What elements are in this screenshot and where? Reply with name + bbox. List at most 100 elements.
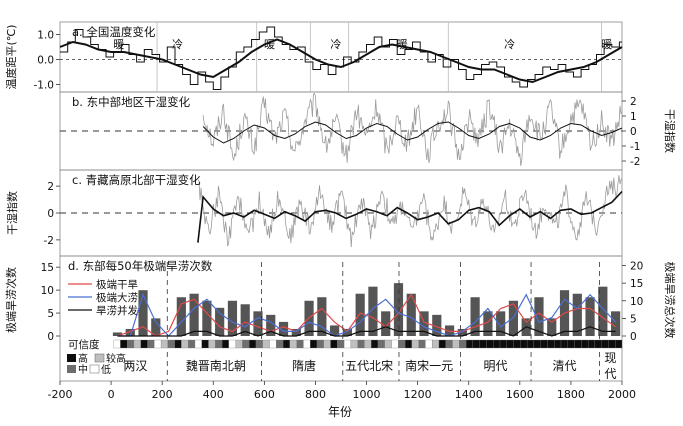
y-tick-label-right: 0 — [630, 331, 637, 343]
total-bar — [278, 321, 289, 336]
total-bar — [138, 290, 148, 336]
axes-layer: -200 0 200 400 600 800 1000 1200 1400 1600 1800 200… — [48, 381, 636, 401]
temperature-step-series — [60, 26, 622, 90]
y-tick-label-left: 0 — [47, 331, 54, 343]
total-bar — [202, 300, 212, 336]
x-tick-label: 1400 — [455, 388, 483, 401]
confidence-cell — [147, 339, 155, 349]
y-tick-label: 1.0 — [37, 30, 54, 42]
total-bar — [534, 297, 544, 336]
confidence-cell — [391, 339, 399, 349]
confidence-cell — [330, 339, 338, 349]
confidence-cell — [472, 339, 480, 349]
confidence-cell — [411, 339, 419, 349]
total-bar — [112, 332, 123, 336]
x-tick-label: 2000 — [608, 388, 636, 401]
dynasty-label: 清代 — [553, 359, 577, 373]
legend-both-label: 旱涝并发 — [96, 304, 138, 317]
total-bar — [253, 311, 263, 336]
confidence-cell — [262, 339, 270, 349]
confidence-cell — [533, 339, 541, 349]
confidence-cell — [371, 339, 379, 349]
confidence-medium: 中 — [78, 363, 88, 376]
confidence-cell — [269, 339, 277, 349]
panel-d-legend: 极端干旱 极端大涝 旱涝并发 — [68, 278, 138, 317]
confidence-cell — [343, 339, 352, 349]
total-bar — [291, 328, 301, 336]
confidence-cell — [194, 339, 202, 349]
confidence-cell — [181, 339, 189, 349]
confidence-legend: 可信度 高 较高 中 低 — [67, 338, 126, 376]
confidence-cell — [316, 339, 324, 349]
total-bar — [496, 311, 506, 336]
confidence-label: 可信度 — [68, 338, 100, 351]
panel-d-plot: 0 5 10 15 0 5 10 15 20 两汉 魏晋南北朝 隋唐 五代北宋 南宋一元 明代 清代 现代 — [41, 261, 643, 381]
total-bar — [176, 297, 186, 336]
total-bar — [393, 283, 404, 336]
confidence-cell — [221, 339, 230, 349]
x-tick-label: 1000 — [353, 388, 381, 401]
confidence-cell — [167, 339, 175, 349]
confidence-cell — [303, 339, 311, 349]
total-bar — [125, 328, 135, 336]
x-tick-label: 1800 — [557, 388, 585, 401]
confidence-cell — [445, 339, 453, 349]
dynasty-label: 代 — [604, 367, 616, 381]
confidence-cell — [296, 339, 304, 349]
total-bar — [317, 297, 327, 336]
total-bar — [508, 300, 519, 336]
y-tick-label: -2 — [630, 156, 640, 168]
confidence-cell — [438, 339, 446, 349]
dynasty-label: 明代 — [484, 359, 508, 373]
y-tick-label-left: 10 — [41, 285, 54, 297]
confidence-cell — [540, 339, 548, 349]
total-bar — [368, 286, 378, 336]
dynasty-label: 两汉 — [123, 359, 147, 373]
confidence-cell — [235, 339, 243, 349]
x-tick-label: 600 — [254, 388, 275, 401]
panel-b-ylabel: 干湿指数 — [663, 109, 677, 153]
confidence-high: 高 — [78, 352, 88, 365]
total-bar — [432, 314, 442, 336]
total-bar — [189, 293, 199, 336]
confidence-cell — [459, 339, 467, 349]
total-bar — [598, 286, 608, 336]
panel-b-title: b. 东中部地区干湿变化 — [72, 95, 191, 109]
total-bar — [215, 307, 225, 336]
x-tick-label: 800 — [305, 388, 326, 401]
confidence-cell — [601, 339, 609, 349]
temperature-smooth-series — [59, 38, 623, 84]
y-tick-label-right: 5 — [630, 313, 637, 325]
dynasty-label: 南宋一元 — [405, 358, 453, 373]
dynasty-label: 隋唐 — [292, 358, 316, 373]
confidence-cell — [567, 339, 575, 349]
total-bar — [381, 311, 391, 336]
confidence-cell — [486, 339, 494, 349]
total-bar — [151, 318, 161, 336]
series-line — [117, 293, 617, 337]
total-bar — [611, 311, 621, 336]
confidence-cell — [554, 339, 562, 349]
total-bar — [483, 311, 493, 336]
confidence-cell — [310, 339, 318, 349]
x-axis-title: 年份 — [328, 405, 352, 419]
y-tick-label: 0 — [47, 208, 54, 220]
panel-d-ylabel-left: 极端旱涝次数 — [4, 267, 18, 333]
confidence-cell — [188, 339, 196, 349]
raw-series — [202, 93, 623, 166]
confidence-cell — [513, 339, 521, 349]
x-tick-label: 0 — [108, 388, 115, 401]
confidence-cell — [479, 339, 487, 349]
confidence-cell — [215, 339, 223, 349]
y-tick-label-right: 15 — [630, 278, 643, 290]
x-tick-label: 200 — [152, 388, 173, 401]
total-bar — [227, 300, 238, 336]
x-tick-label: 1600 — [506, 388, 534, 401]
y-tick-label-left: 15 — [41, 262, 54, 274]
series-line — [117, 326, 616, 337]
x-tick-label: -200 — [48, 388, 73, 401]
confidence-cell — [120, 339, 128, 349]
confidence-cell — [249, 339, 257, 349]
panel-d-title: d. 东部每50年极端旱涝次数 — [68, 259, 213, 273]
